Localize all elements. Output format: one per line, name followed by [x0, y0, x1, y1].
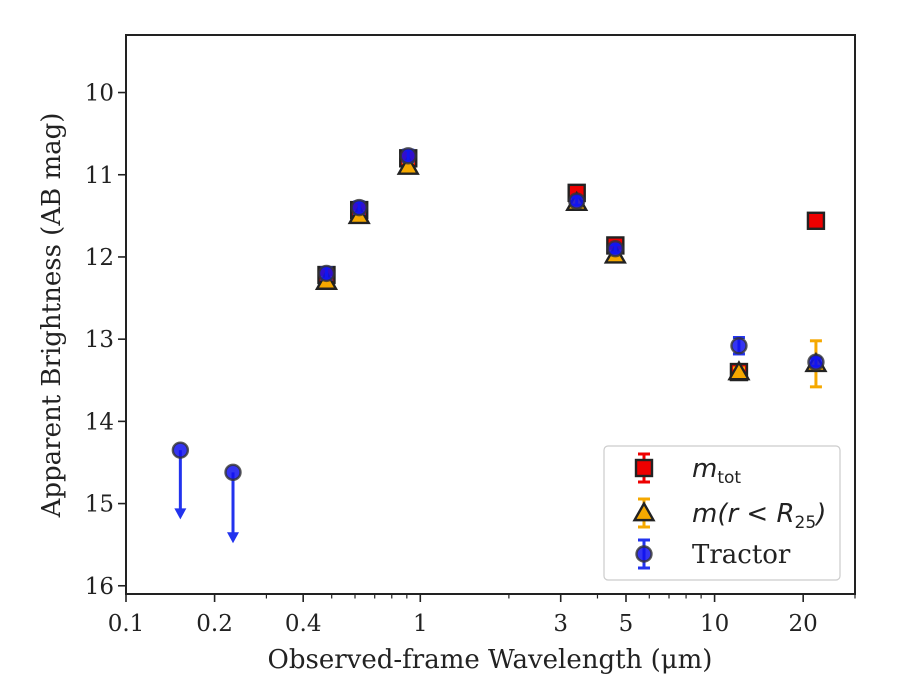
- x-tick-label: 1: [413, 611, 428, 637]
- legend-box: [603, 445, 841, 581]
- x-tick-label: 5: [619, 611, 634, 637]
- data-point-circle: [730, 337, 748, 355]
- data-point-circle: [350, 198, 368, 217]
- y-tick-label: 12: [85, 245, 114, 271]
- x-tick-label: 0.2: [196, 611, 233, 637]
- legend-marker-triangle: [632, 501, 656, 522]
- upper-limit-arrowhead: [227, 532, 240, 544]
- legend-label: m(r < R25): [692, 499, 826, 533]
- data-point-circle: [568, 192, 586, 210]
- x-tick-label: 10: [700, 611, 729, 637]
- y-tick-label: 16: [85, 574, 114, 600]
- y-tick-label: 11: [85, 163, 114, 189]
- upper-limit-point: [224, 463, 242, 482]
- x-tick-label: 0.4: [285, 611, 322, 637]
- plot-frame: [125, 34, 856, 595]
- legend-marker-square: [634, 458, 654, 478]
- x-tick-label: 3: [553, 611, 568, 637]
- series-circle: [171, 147, 825, 544]
- x-axis-label: Observed-frame Wavelength (μm): [268, 645, 713, 675]
- data-marks: [171, 147, 828, 544]
- data-point-circle: [317, 264, 336, 283]
- y-tick-label: 13: [85, 327, 114, 353]
- data-point-circle: [399, 147, 417, 165]
- x-tick-label: 0.1: [108, 611, 145, 637]
- legend-marker-circle: [635, 545, 653, 563]
- upper-limit-point: [171, 441, 190, 459]
- y-axis-label: Apparent Brightness (AB mag): [37, 113, 67, 519]
- legend: mtot m(r < R25) Tractor: [603, 445, 841, 581]
- data-point-circle: [606, 240, 625, 258]
- x-tick-label: 20: [789, 611, 818, 637]
- data-point-triangle: [727, 360, 751, 381]
- legend-label: mtot: [692, 454, 741, 488]
- y-tick-label: 15: [85, 492, 114, 518]
- legend-label: Tractor: [692, 540, 791, 570]
- upper-limit-arrowhead: [174, 508, 187, 520]
- y-tick-label: 10: [85, 81, 114, 107]
- data-point-square: [806, 211, 826, 230]
- data-point-circle: [807, 353, 825, 371]
- data-point-triangle: [396, 154, 420, 175]
- y-tick-label: 14: [85, 409, 114, 435]
